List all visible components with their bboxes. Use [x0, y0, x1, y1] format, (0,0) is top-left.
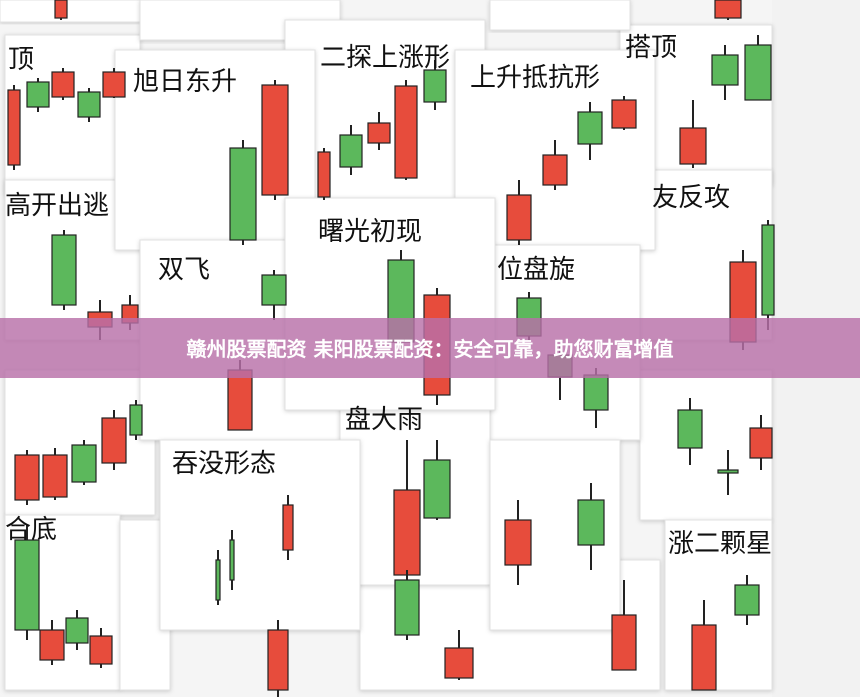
title-layer: 顶 旭日东升 二探上涨形 上升抵抗形 搭顶 高开出逃 友反攻 双飞 曙光初现 位…: [5, 33, 772, 559]
candle-body: [227, 369, 253, 431]
candle-body: [611, 614, 637, 671]
card-title: 高开出逃: [5, 191, 109, 221]
candle-body: [229, 147, 257, 241]
card-title: 双飞: [158, 255, 210, 285]
card-title: 顶: [8, 45, 34, 75]
candle-body: [71, 444, 97, 483]
candle-body: [282, 504, 294, 551]
candle-body: [215, 559, 221, 601]
candle-body: [691, 624, 717, 691]
candle-body: [423, 69, 447, 103]
candle-body: [542, 154, 568, 186]
candle-body: [267, 629, 289, 691]
banner-text: 赣州股票配资 耒阳股票配资：安全可靠，助您财富增值: [187, 337, 674, 361]
candle-body: [611, 99, 637, 129]
candle-body: [744, 44, 772, 101]
candle-body: [339, 134, 363, 168]
candle-body: [54, 0, 68, 19]
card-title: 涨二颗星: [668, 529, 772, 559]
candle-body: [77, 91, 101, 118]
candle-body: [761, 224, 775, 316]
card-title: 合底: [5, 515, 57, 545]
candle-layer: [7, 0, 775, 697]
candle-body: [317, 151, 331, 198]
candle-body: [261, 274, 287, 306]
candle-body: [444, 647, 474, 679]
card: [159, 439, 361, 631]
candle-body: [714, 0, 742, 19]
candle-body: [39, 629, 65, 661]
candle-body: [394, 85, 418, 179]
candle-body: [229, 539, 235, 581]
candle-body: [89, 635, 113, 665]
card: [489, 0, 631, 31]
candle-body: [677, 409, 703, 449]
candle-body: [7, 89, 21, 166]
candle-body: [14, 454, 40, 501]
candle-body: [504, 519, 532, 566]
card-title: 友反攻: [652, 183, 730, 213]
candle-body: [394, 579, 420, 636]
candle-body: [42, 454, 68, 498]
candle-body: [367, 122, 391, 144]
banner: [0, 318, 860, 378]
candle-body: [506, 194, 532, 241]
card-title: 搭顶: [625, 33, 677, 63]
candle-body: [261, 84, 289, 196]
card-title: 上升抵抗形: [470, 63, 600, 93]
candle-body: [583, 374, 609, 411]
candle-body: [734, 584, 760, 616]
candle-body: [749, 427, 773, 459]
candle-body: [393, 489, 421, 576]
candle-body: [711, 54, 739, 86]
card-title: 曙光初现: [318, 217, 422, 247]
candle-body: [26, 81, 50, 108]
candle-body: [717, 469, 739, 474]
card-title: 盘大雨: [345, 405, 423, 435]
candle-body: [679, 127, 707, 165]
candle-body: [577, 111, 603, 145]
candle-body: [101, 417, 127, 464]
candle-body: [577, 499, 605, 546]
candle-body: [423, 459, 451, 519]
candle-body: [51, 71, 75, 98]
card: [0, 0, 141, 23]
candle-body: [51, 234, 77, 306]
card-title: 吞没形态: [172, 449, 276, 479]
candle-body: [102, 71, 126, 98]
card-title: 位盘旋: [497, 255, 575, 285]
candle-body: [129, 404, 143, 436]
card-title: 二探上涨形: [320, 43, 450, 73]
candle-body: [14, 539, 40, 631]
candle-body: [65, 617, 89, 644]
card-title: 旭日东升: [133, 67, 237, 97]
